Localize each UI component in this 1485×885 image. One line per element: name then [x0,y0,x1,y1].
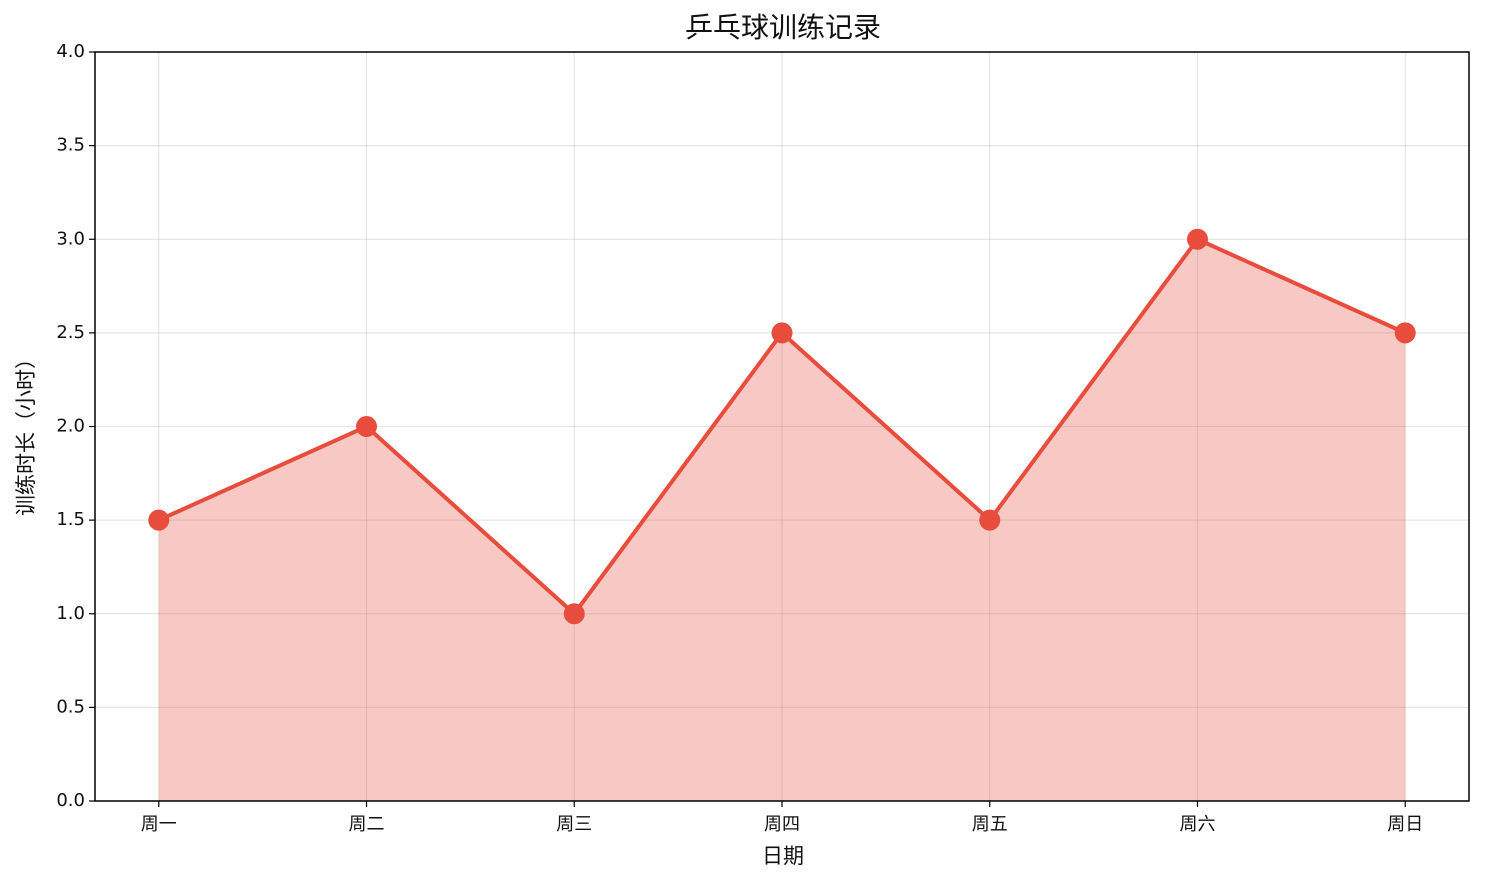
point [1186,228,1208,250]
x-axis-label: 日期 [762,844,804,868]
y-axis-label: 训练时长（小时） [14,348,38,516]
y-tick-label: 3.0 [56,228,85,249]
point [1394,322,1416,344]
y-tick-label: 1.5 [56,509,85,530]
x-tick-label: 周五 [972,814,1008,835]
x-tick-label: 周六 [1179,814,1215,835]
y-tick-label: 2.5 [56,322,85,343]
y-tick-label: 0.5 [56,696,85,717]
point [771,322,793,344]
y-tick-label: 0.0 [56,790,85,811]
x-tick-label: 周四 [764,814,800,835]
point [356,416,378,437]
x-tick-label: 周日 [1387,814,1423,835]
x-tick-label: 周一 [141,814,177,835]
plot-frame [94,51,1470,802]
y-tick-label: 4.0 [56,41,85,62]
x-tick-label: 周三 [556,814,592,835]
x-tick-label: 周二 [349,814,385,835]
point [979,509,1001,531]
y-tick-label: 1.0 [56,603,85,624]
point [563,603,585,625]
point [148,509,170,531]
y-tick-label: 3.5 [56,135,85,156]
chart-title: 乒乓球训练记录 [685,11,881,44]
y-tick-label: 2.0 [56,416,85,437]
